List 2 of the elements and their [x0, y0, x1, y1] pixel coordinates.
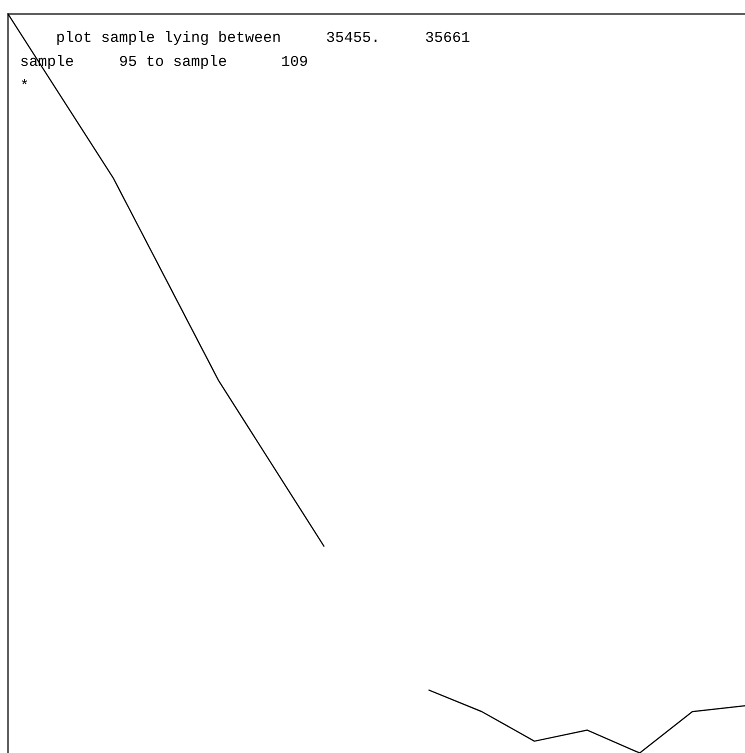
text: plot sample lying between 35455. 35661	[57, 31, 470, 45]
annotation: *	[22, 79, 28, 84]
